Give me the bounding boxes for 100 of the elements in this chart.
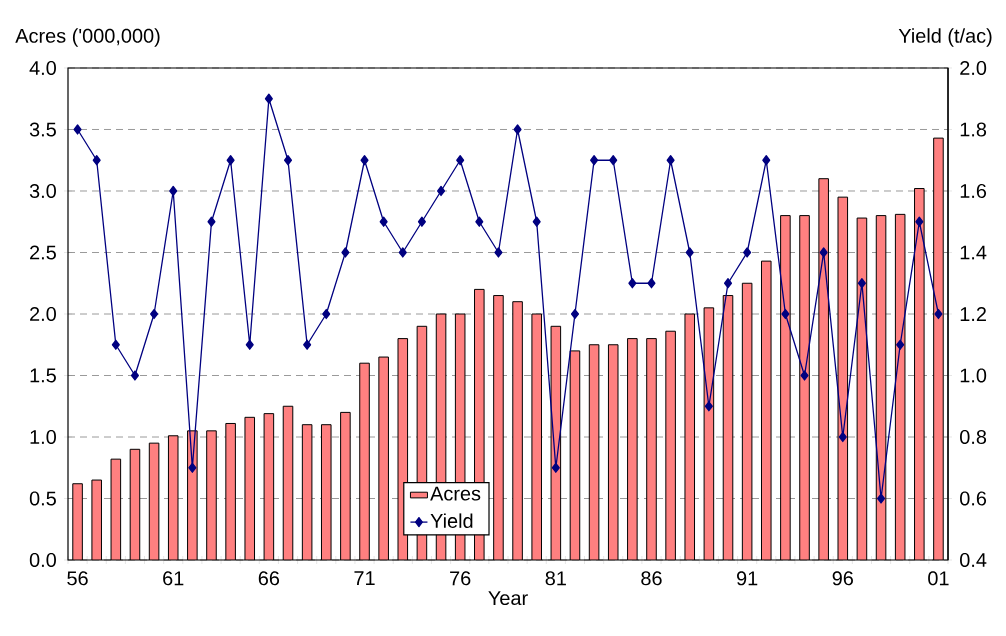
bar xyxy=(359,362,370,560)
bar xyxy=(875,215,887,560)
bar xyxy=(225,422,236,560)
point xyxy=(628,278,637,289)
y-tick-label: 3.0 xyxy=(29,183,56,199)
y2-tick-label: 0.8 xyxy=(960,429,987,445)
y-axis-title: Acres ('000,000) xyxy=(15,28,160,47)
y2-tick-label: 0.6 xyxy=(960,491,987,506)
x-tick-label: 86 xyxy=(641,571,662,586)
point xyxy=(475,216,484,227)
point xyxy=(704,401,713,412)
x-tick-label: 76 xyxy=(450,571,471,586)
x-tick-label: 01 xyxy=(928,571,949,586)
point xyxy=(456,155,465,166)
point xyxy=(226,155,235,166)
legend-label: Acres xyxy=(430,486,481,501)
point xyxy=(743,247,752,258)
bar xyxy=(914,188,925,560)
x-tick-label: 66 xyxy=(258,571,280,586)
point xyxy=(437,185,446,197)
point xyxy=(723,278,733,289)
point xyxy=(915,216,924,227)
bar xyxy=(72,483,83,560)
point xyxy=(800,370,809,381)
x-axis-title: Year xyxy=(488,591,528,606)
bar xyxy=(703,307,715,560)
y2-tick-label: 0.4 xyxy=(960,552,987,568)
x-tick-label: 81 xyxy=(545,571,566,586)
bar xyxy=(187,430,198,560)
legend-label: Yield xyxy=(430,513,473,529)
y2-tick-label: 2.0 xyxy=(960,60,987,76)
bar xyxy=(837,196,849,560)
point xyxy=(570,308,579,320)
point xyxy=(934,308,943,320)
point xyxy=(188,462,197,473)
bar xyxy=(799,215,810,560)
point xyxy=(762,155,771,166)
point xyxy=(341,247,350,258)
y2-tick-label: 1.0 xyxy=(960,368,987,383)
bar xyxy=(493,295,504,560)
point xyxy=(379,216,388,227)
y-tick-label: 2.0 xyxy=(30,306,56,322)
x-tick-label: 61 xyxy=(163,571,184,586)
point xyxy=(513,124,522,135)
point xyxy=(264,93,273,104)
point xyxy=(207,216,216,227)
bar xyxy=(206,430,217,560)
point xyxy=(130,370,139,381)
y2-tick-label: 1.2 xyxy=(960,307,986,321)
x-tick-label: 96 xyxy=(832,571,853,586)
point xyxy=(92,155,101,166)
point xyxy=(322,308,331,320)
bar xyxy=(512,301,523,560)
bar xyxy=(550,325,562,560)
point xyxy=(685,247,694,258)
bar xyxy=(665,330,676,560)
point xyxy=(781,308,790,320)
x-tick-label: 91 xyxy=(736,571,758,586)
y-tick-label: 4.0 xyxy=(29,60,56,76)
bar xyxy=(894,213,906,560)
bar xyxy=(646,338,657,560)
bar xyxy=(856,217,868,560)
point xyxy=(303,339,312,350)
y-tick-label: 0.0 xyxy=(29,552,56,568)
y-tick-label: 0.5 xyxy=(29,491,56,506)
point xyxy=(111,339,120,350)
point xyxy=(494,247,503,258)
point xyxy=(360,155,369,166)
point xyxy=(590,155,599,166)
point xyxy=(417,216,426,227)
bar xyxy=(780,215,791,560)
bar xyxy=(818,178,829,560)
point xyxy=(609,155,618,166)
point xyxy=(896,339,905,350)
y2-tick-label: 1.4 xyxy=(960,245,987,260)
point xyxy=(551,462,560,473)
y-tick-label: 1.0 xyxy=(30,429,56,445)
bar xyxy=(340,411,351,560)
y2-axis-title: Yield (t/ac) xyxy=(898,28,992,47)
point xyxy=(819,247,828,258)
bar xyxy=(933,137,944,560)
y-tick-label: 1.5 xyxy=(30,368,56,383)
point xyxy=(857,278,866,289)
point xyxy=(647,278,656,289)
point xyxy=(283,155,293,166)
point xyxy=(73,124,82,135)
x-tick-label: 56 xyxy=(67,571,88,586)
y-tick-label: 2.5 xyxy=(30,245,56,260)
point xyxy=(150,308,159,320)
point xyxy=(169,185,178,197)
point xyxy=(877,493,886,504)
point xyxy=(532,216,541,227)
point xyxy=(245,339,254,350)
point xyxy=(398,247,407,258)
y-tick-label: 3.5 xyxy=(29,122,56,137)
y2-tick-label: 1.8 xyxy=(960,122,987,137)
point xyxy=(666,155,675,166)
y2-tick-label: 1.6 xyxy=(960,183,987,199)
x-tick-label: 71 xyxy=(354,571,375,585)
point xyxy=(838,431,847,443)
